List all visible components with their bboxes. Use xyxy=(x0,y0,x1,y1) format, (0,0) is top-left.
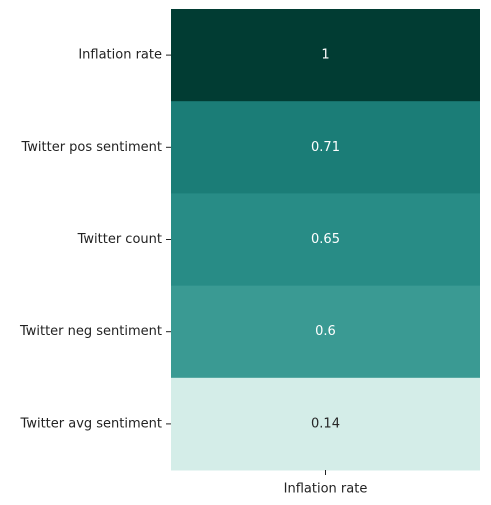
cell-value-label-twitter-avg-sentiment: 0.14 xyxy=(311,416,340,431)
cell-value-label-twitter-count: 0.65 xyxy=(311,232,340,247)
heatmap-cell-twitter-pos-sentiment xyxy=(171,101,480,194)
cell-value-label-inflation-rate: 1 xyxy=(321,48,329,63)
y-tick-label-twitter-count: Twitter count xyxy=(77,232,162,247)
heatmap-cell-twitter-neg-sentiment xyxy=(171,285,480,379)
heatmap-cells xyxy=(171,9,480,471)
heatmap-cell-labels: 1 0.71 0.65 0.6 0.14 xyxy=(311,48,340,432)
x-axis: Inflation rate xyxy=(284,470,368,497)
cell-value-label-twitter-pos-sentiment: 0.71 xyxy=(311,140,340,155)
cell-value-label-twitter-neg-sentiment: 0.6 xyxy=(315,324,336,339)
heatmap-cell-inflation-rate xyxy=(171,9,480,102)
y-tick-label-twitter-neg-sentiment: Twitter neg sentiment xyxy=(19,324,162,339)
heatmap-cell-twitter-avg-sentiment xyxy=(171,377,480,471)
y-axis: Inflation rate Twitter pos sentiment Twitt… xyxy=(19,48,171,431)
y-tick-label-inflation-rate: Inflation rate xyxy=(78,48,162,63)
heatmap-cell-twitter-count xyxy=(171,193,480,287)
y-tick-label-twitter-pos-sentiment: Twitter pos sentiment xyxy=(20,140,162,155)
x-tick-label-inflation-rate: Inflation rate xyxy=(284,482,368,497)
y-tick-label-twitter-avg-sentiment: Twitter avg sentiment xyxy=(20,416,162,431)
